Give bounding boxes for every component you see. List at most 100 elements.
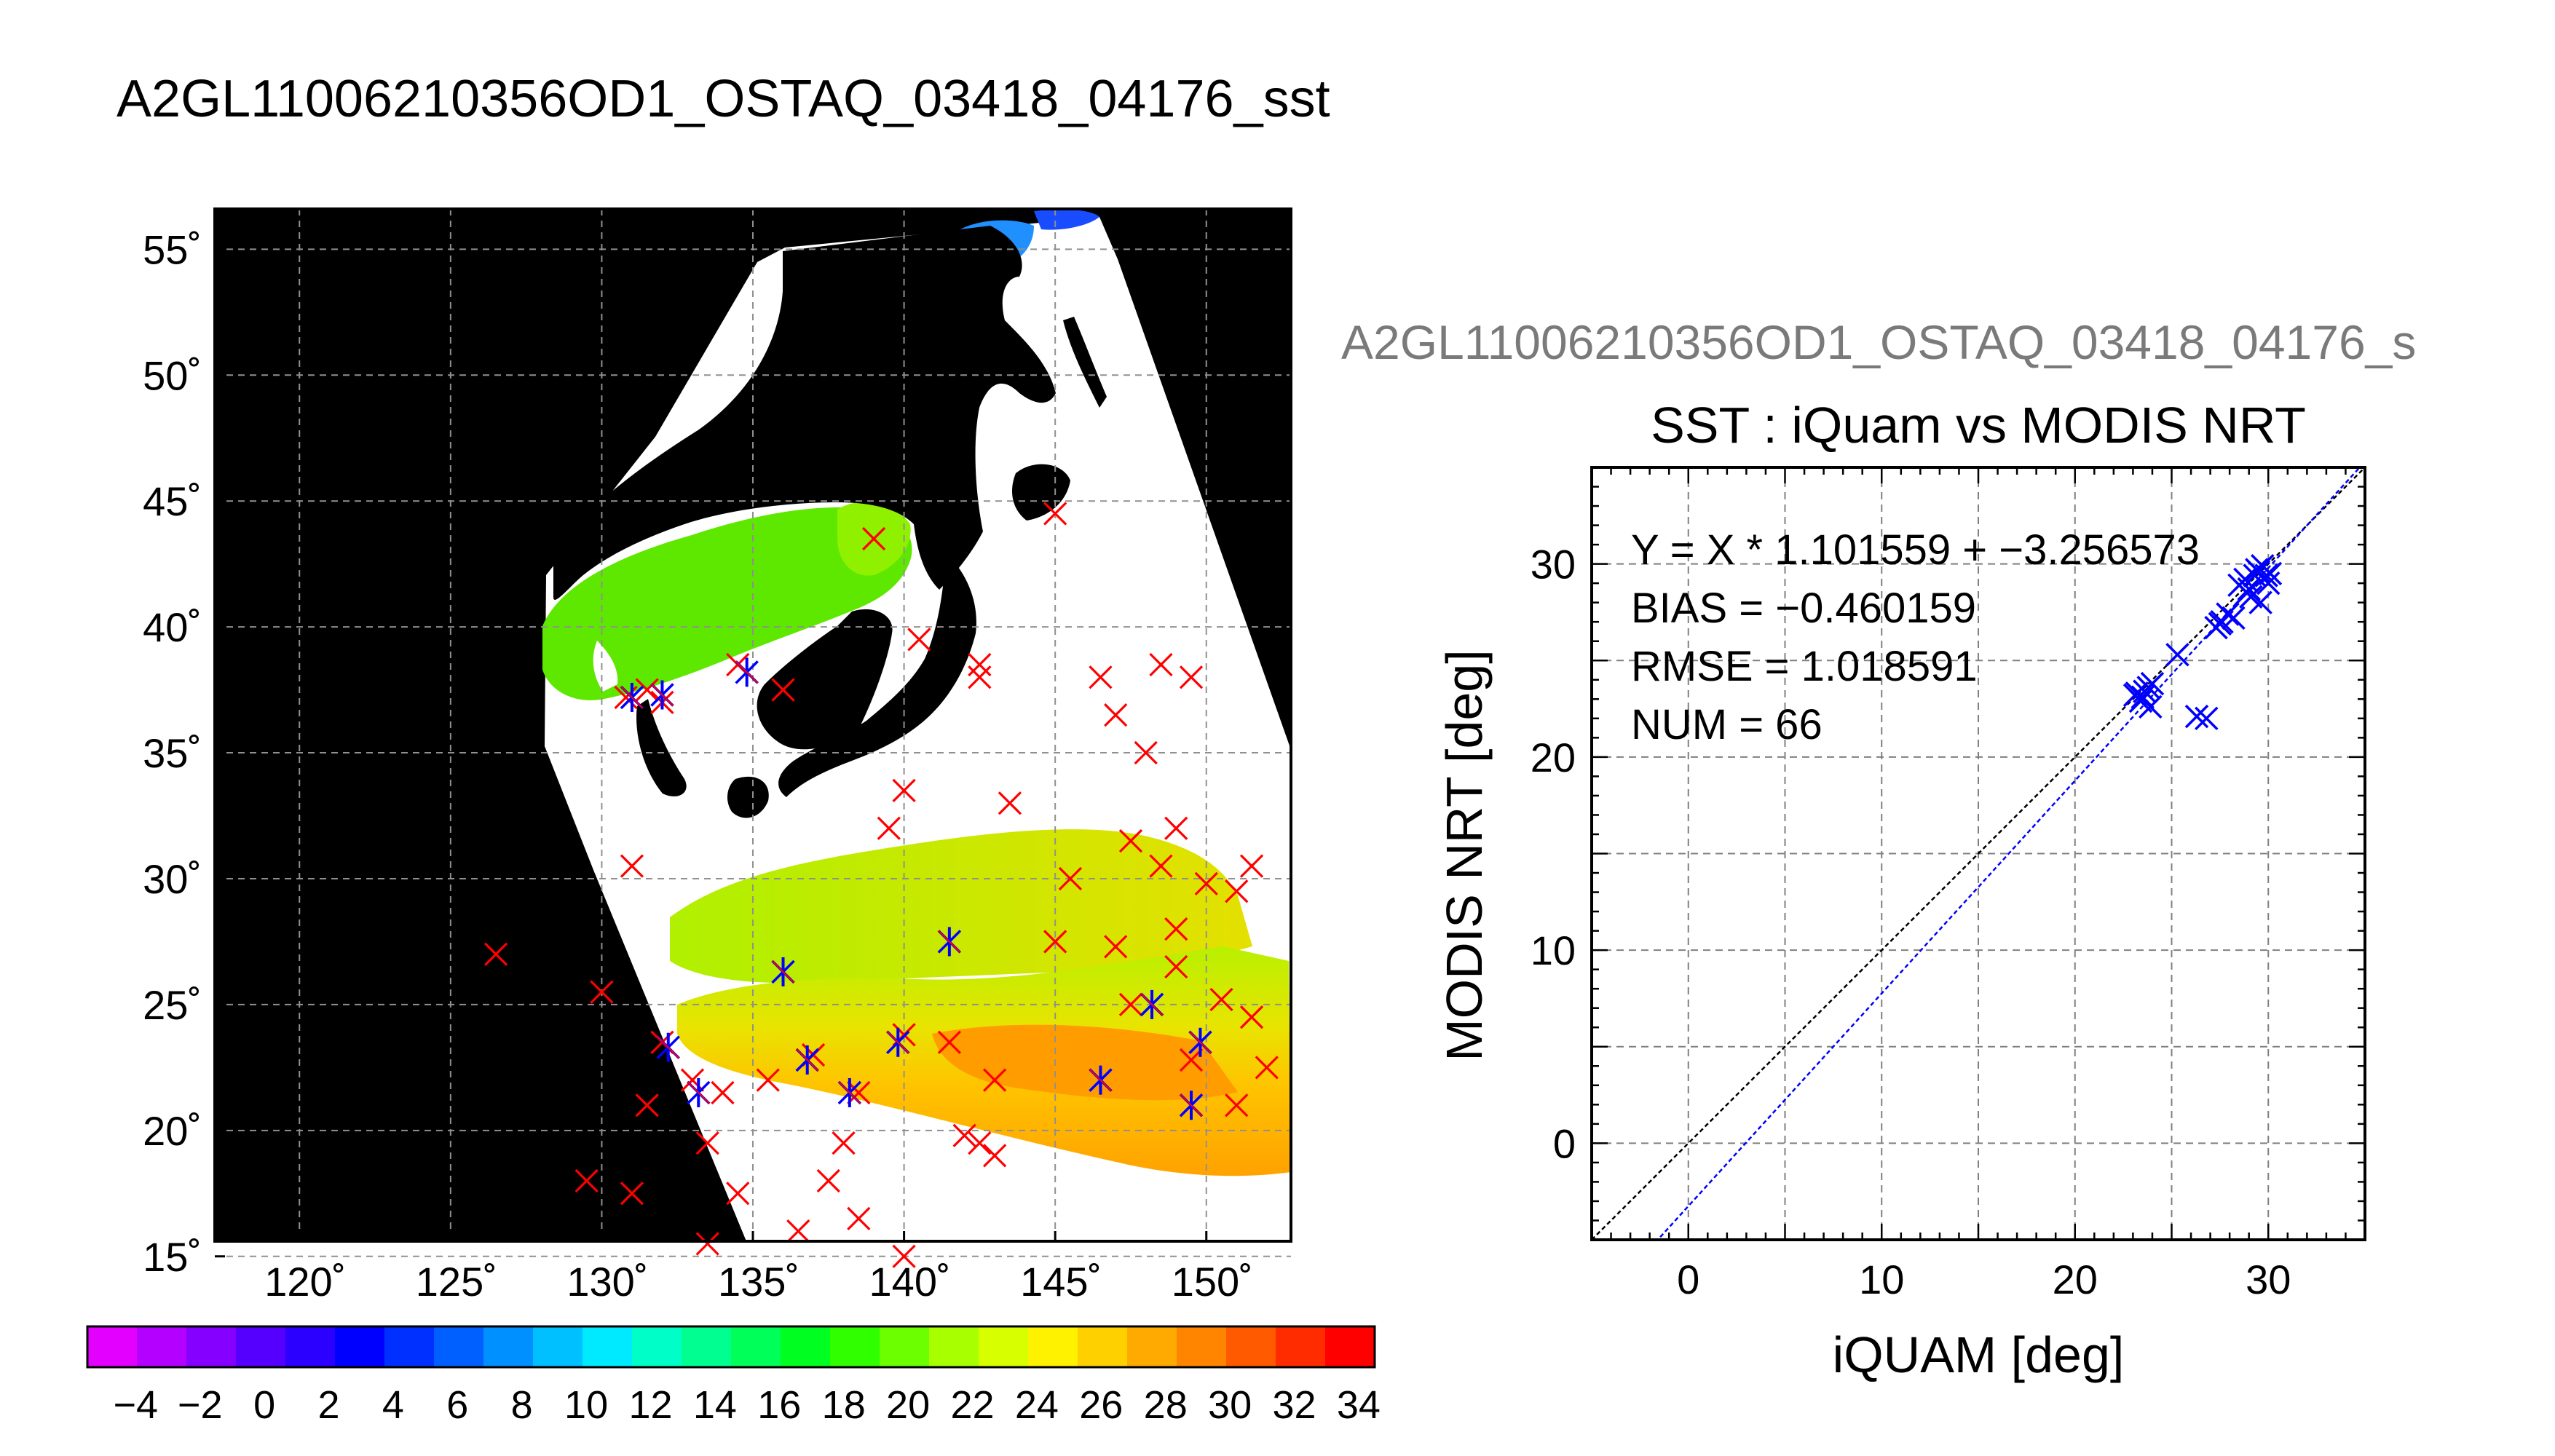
insitu-marker-12 (1164, 954, 1188, 979)
insitu-marker-58-stroke-b (635, 678, 659, 702)
scatter-xlabel: iQUAM [deg] (1833, 1326, 2125, 1383)
map-lat-label-5: 30˚ (143, 856, 202, 902)
sst-region-central (670, 829, 1252, 984)
insitu-marker-5-stroke-b (847, 1080, 871, 1105)
colorbar-label-6: 8 (511, 1383, 533, 1427)
insitu-marker-48 (1089, 665, 1113, 689)
scatter-ylabel: MODIS NRT [deg] (1436, 649, 1493, 1061)
matchup-marker-red-a (796, 1048, 819, 1072)
matchup-marker-13 (656, 1032, 680, 1062)
scatter-point-25-stroke-b (2248, 590, 2272, 614)
map-lat-label-2: 45˚ (143, 478, 202, 524)
matchup-marker-red-a (687, 1081, 710, 1104)
insitu-marker-56 (771, 678, 795, 702)
scatter-point-28 (2235, 581, 2259, 605)
map-lon-label-4: 140˚ (869, 1259, 951, 1305)
insitu-marker-34-stroke-b (620, 854, 644, 878)
colorbar-label-16: 28 (1144, 1383, 1188, 1427)
colorbar-swatch-16 (880, 1326, 930, 1367)
insitu-marker-46-stroke-b (1134, 740, 1158, 765)
insitu-marker-26-stroke-b (847, 1206, 871, 1231)
insitu-marker-15-stroke-b (1255, 1056, 1279, 1080)
colorbar-label-17: 30 (1208, 1383, 1252, 1427)
colorbar-swatch-3 (236, 1326, 286, 1367)
insitu-marker-12-stroke-b (1164, 954, 1188, 979)
insitu-marker-34 (620, 854, 644, 878)
matchup-marker-red-a (886, 1031, 909, 1054)
matchup-marker-red-a (1188, 1031, 1212, 1054)
scatter-point-27 (2245, 558, 2269, 582)
colorbar-label-9: 14 (693, 1383, 737, 1427)
insitu-marker-32 (620, 1182, 644, 1206)
insitu-marker-33-stroke-b (695, 1232, 719, 1256)
land-kyushu (727, 776, 769, 818)
colorbar-swatch-6 (384, 1326, 435, 1367)
colorbar-label-12: 20 (886, 1383, 930, 1427)
map-lat-label-0: 55˚ (143, 226, 202, 272)
insitu-marker-38 (1058, 866, 1083, 891)
insitu-marker-52 (968, 652, 992, 677)
insitu-marker-49-stroke-b (1149, 652, 1173, 677)
matchup-marker-2 (735, 657, 759, 687)
insitu-marker-41-stroke-b (1164, 816, 1188, 840)
scatter-xtick-label-3: 30 (2246, 1257, 2291, 1302)
insitu-marker-9-stroke-b (1043, 930, 1067, 954)
insitu-marker-36-stroke-b (892, 778, 916, 803)
insitu-marker-51 (968, 665, 992, 689)
insitu-marker-2-stroke-b (711, 1080, 735, 1105)
insitu-marker-7 (937, 1030, 961, 1054)
insitu-marker-20 (635, 1093, 659, 1117)
insitu-marker-39 (1118, 828, 1143, 853)
land-sakhalin (1063, 317, 1107, 408)
insitu-marker-11-stroke-b (1118, 992, 1143, 1017)
scatter-point-8-stroke-b (2165, 643, 2189, 667)
insitu-marker-31 (574, 1168, 599, 1193)
insitu-marker-40-stroke-b (1149, 854, 1173, 878)
colorbar-swatch-7 (434, 1326, 484, 1367)
map-lon-label-1: 125˚ (416, 1259, 497, 1305)
cloud-patch-west (593, 641, 618, 692)
insitu-marker-15 (1255, 1056, 1279, 1080)
insitu-marker-53-stroke-b (907, 628, 931, 652)
sst-region-north-green (542, 507, 912, 700)
insitu-marker-19-stroke-b (590, 980, 614, 1004)
insitu-marker-24-stroke-b (816, 1168, 840, 1193)
matchup-marker-4 (795, 1045, 819, 1075)
insitu-marker-10-stroke-b (1104, 935, 1128, 959)
colorbar-swatch-11 (632, 1326, 682, 1367)
colorbar-label-3: 2 (317, 1383, 339, 1427)
insitu-marker-25-stroke-b (832, 1131, 856, 1155)
insitu-marker-49 (1149, 652, 1173, 677)
land-china-coast (636, 699, 687, 796)
insitu-marker-25 (832, 1131, 856, 1155)
sst-region-south-core (932, 1024, 1238, 1101)
main-title: A2GL11006210356OD1_OSTAQ_03418_04176_sst (117, 70, 1330, 128)
scatter-point-13-stroke-b (2216, 602, 2240, 626)
insitu-marker-27-stroke-b (892, 1244, 916, 1268)
land-korea (757, 609, 893, 750)
insitu-marker-43-stroke-b (1239, 854, 1264, 878)
colorbar-swatch-4 (285, 1326, 336, 1367)
insitu-marker-13-stroke-b (1209, 987, 1233, 1012)
map-lat-label-6: 25˚ (143, 982, 202, 1028)
colorbar-frame (86, 1325, 1376, 1369)
insitu-marker-35 (877, 816, 901, 840)
map-lat-label-4: 35˚ (143, 730, 202, 776)
insitu-marker-8-stroke-b (983, 1068, 1007, 1092)
colorbar-swatch-17 (929, 1326, 979, 1367)
colorbar-label-4: 4 (382, 1383, 404, 1427)
colorbar-label-18: 32 (1272, 1383, 1316, 1427)
insitu-marker-28-stroke-b (968, 1131, 992, 1155)
colorbar-label-13: 22 (950, 1383, 994, 1427)
map-lat-label-7: 20˚ (143, 1108, 202, 1154)
insitu-marker-56-stroke-b (771, 678, 795, 702)
insitu-marker-48-stroke-b (1089, 665, 1113, 689)
insitu-marker-44 (1225, 879, 1249, 903)
insitu-marker-21 (695, 1131, 719, 1155)
matchup-marker-3 (771, 957, 795, 986)
matchup-marker-5 (837, 1077, 862, 1107)
insitu-marker-17 (1179, 1048, 1204, 1072)
insitu-marker-3-stroke-b (756, 1068, 780, 1092)
insitu-marker-1-stroke-b (680, 1068, 705, 1092)
